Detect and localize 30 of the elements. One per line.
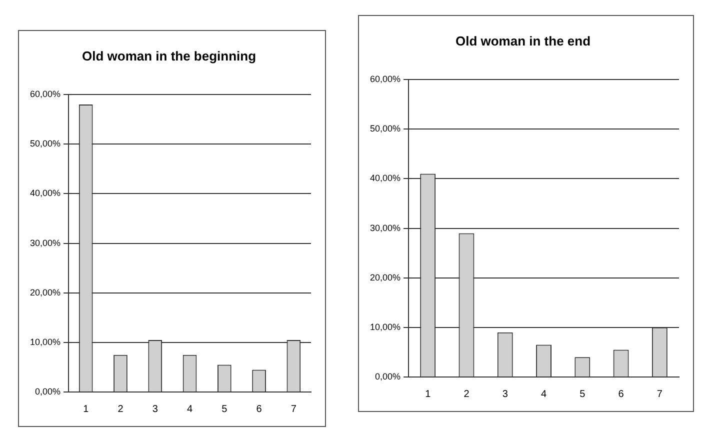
y-tick-label: 30,00% — [370, 222, 401, 233]
x-tick-label: 3 — [502, 388, 508, 400]
y-tick-label: 60,00% — [30, 89, 61, 100]
chart-title: Old woman in the beginning — [82, 48, 256, 64]
x-tick-label: 5 — [222, 404, 228, 415]
x-tick-label: 1 — [425, 388, 432, 400]
y-tick-label: 50,00% — [370, 124, 401, 134]
y-tick-label: 40,00% — [30, 188, 61, 198]
y-tick-label: 40,00% — [370, 173, 401, 184]
x-tick-label: 6 — [256, 404, 262, 415]
x-tick-label: 7 — [656, 388, 663, 400]
y-tick-label: 30,00% — [30, 238, 61, 248]
x-tick-label: 1 — [83, 404, 90, 415]
y-tick-label: 50,00% — [30, 138, 61, 149]
x-tick-label: 6 — [618, 388, 624, 400]
x-tick-label: 3 — [152, 404, 158, 415]
y-tick-label: 0,00% — [374, 371, 401, 382]
y-tick-label: 10,00% — [370, 322, 401, 332]
x-tick-label: 5 — [580, 388, 586, 400]
y-tick-label: 60,00% — [370, 74, 401, 84]
x-tick-label: 4 — [186, 404, 193, 415]
y-tick-label: 20,00% — [370, 272, 401, 282]
x-tick-label: 7 — [290, 404, 297, 415]
y-tick-label: 20,00% — [30, 287, 61, 298]
chart-title: Old woman in the end — [455, 33, 591, 48]
x-tick-label: 2 — [118, 404, 124, 415]
y-tick-label: 0,00% — [34, 386, 61, 396]
x-tick-label: 2 — [464, 388, 470, 400]
x-tick-label: 4 — [540, 388, 547, 400]
y-tick-label: 10,00% — [30, 336, 61, 347]
